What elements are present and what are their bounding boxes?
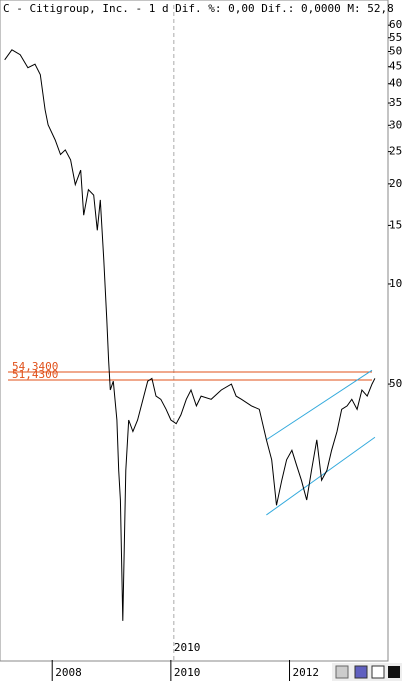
y-tick-label: 150 [389,218,402,231]
y-tick-label: 400 [389,77,402,90]
save-button[interactable] [354,665,368,679]
x-tick-label: 2012 [293,666,320,679]
close-button[interactable] [388,666,400,678]
h-line-label: 54,3400 [12,360,58,373]
h-line-label: 51,4300 [12,368,58,381]
y-tick-label: 550 [389,31,402,44]
chart-title: C - Citigroup, Inc. - 1 d Dif. %: 0,00 D… [3,2,394,15]
y-tick-label: 200 [389,177,402,190]
y-tick-label: 450 [389,60,402,73]
x-tick-label: 2010 [174,666,201,679]
y-tick-label: 300 [389,118,402,131]
cursor-label: 2010 [174,641,201,654]
y-tick-label: 100 [389,277,402,290]
x-tick-label: 2008 [55,666,81,679]
y-tick-label: 350 [389,96,402,109]
pin-button[interactable] [371,665,385,679]
y-tick-label: 250 [389,145,402,158]
tool-button[interactable] [335,665,349,679]
y-tick-label: 500 [389,45,402,58]
price-line [4,49,376,621]
plot-frame [0,0,389,662]
y-tick-label: 50 [389,377,402,390]
trend-line [266,369,373,441]
y-tick-label: 600 [389,18,402,31]
